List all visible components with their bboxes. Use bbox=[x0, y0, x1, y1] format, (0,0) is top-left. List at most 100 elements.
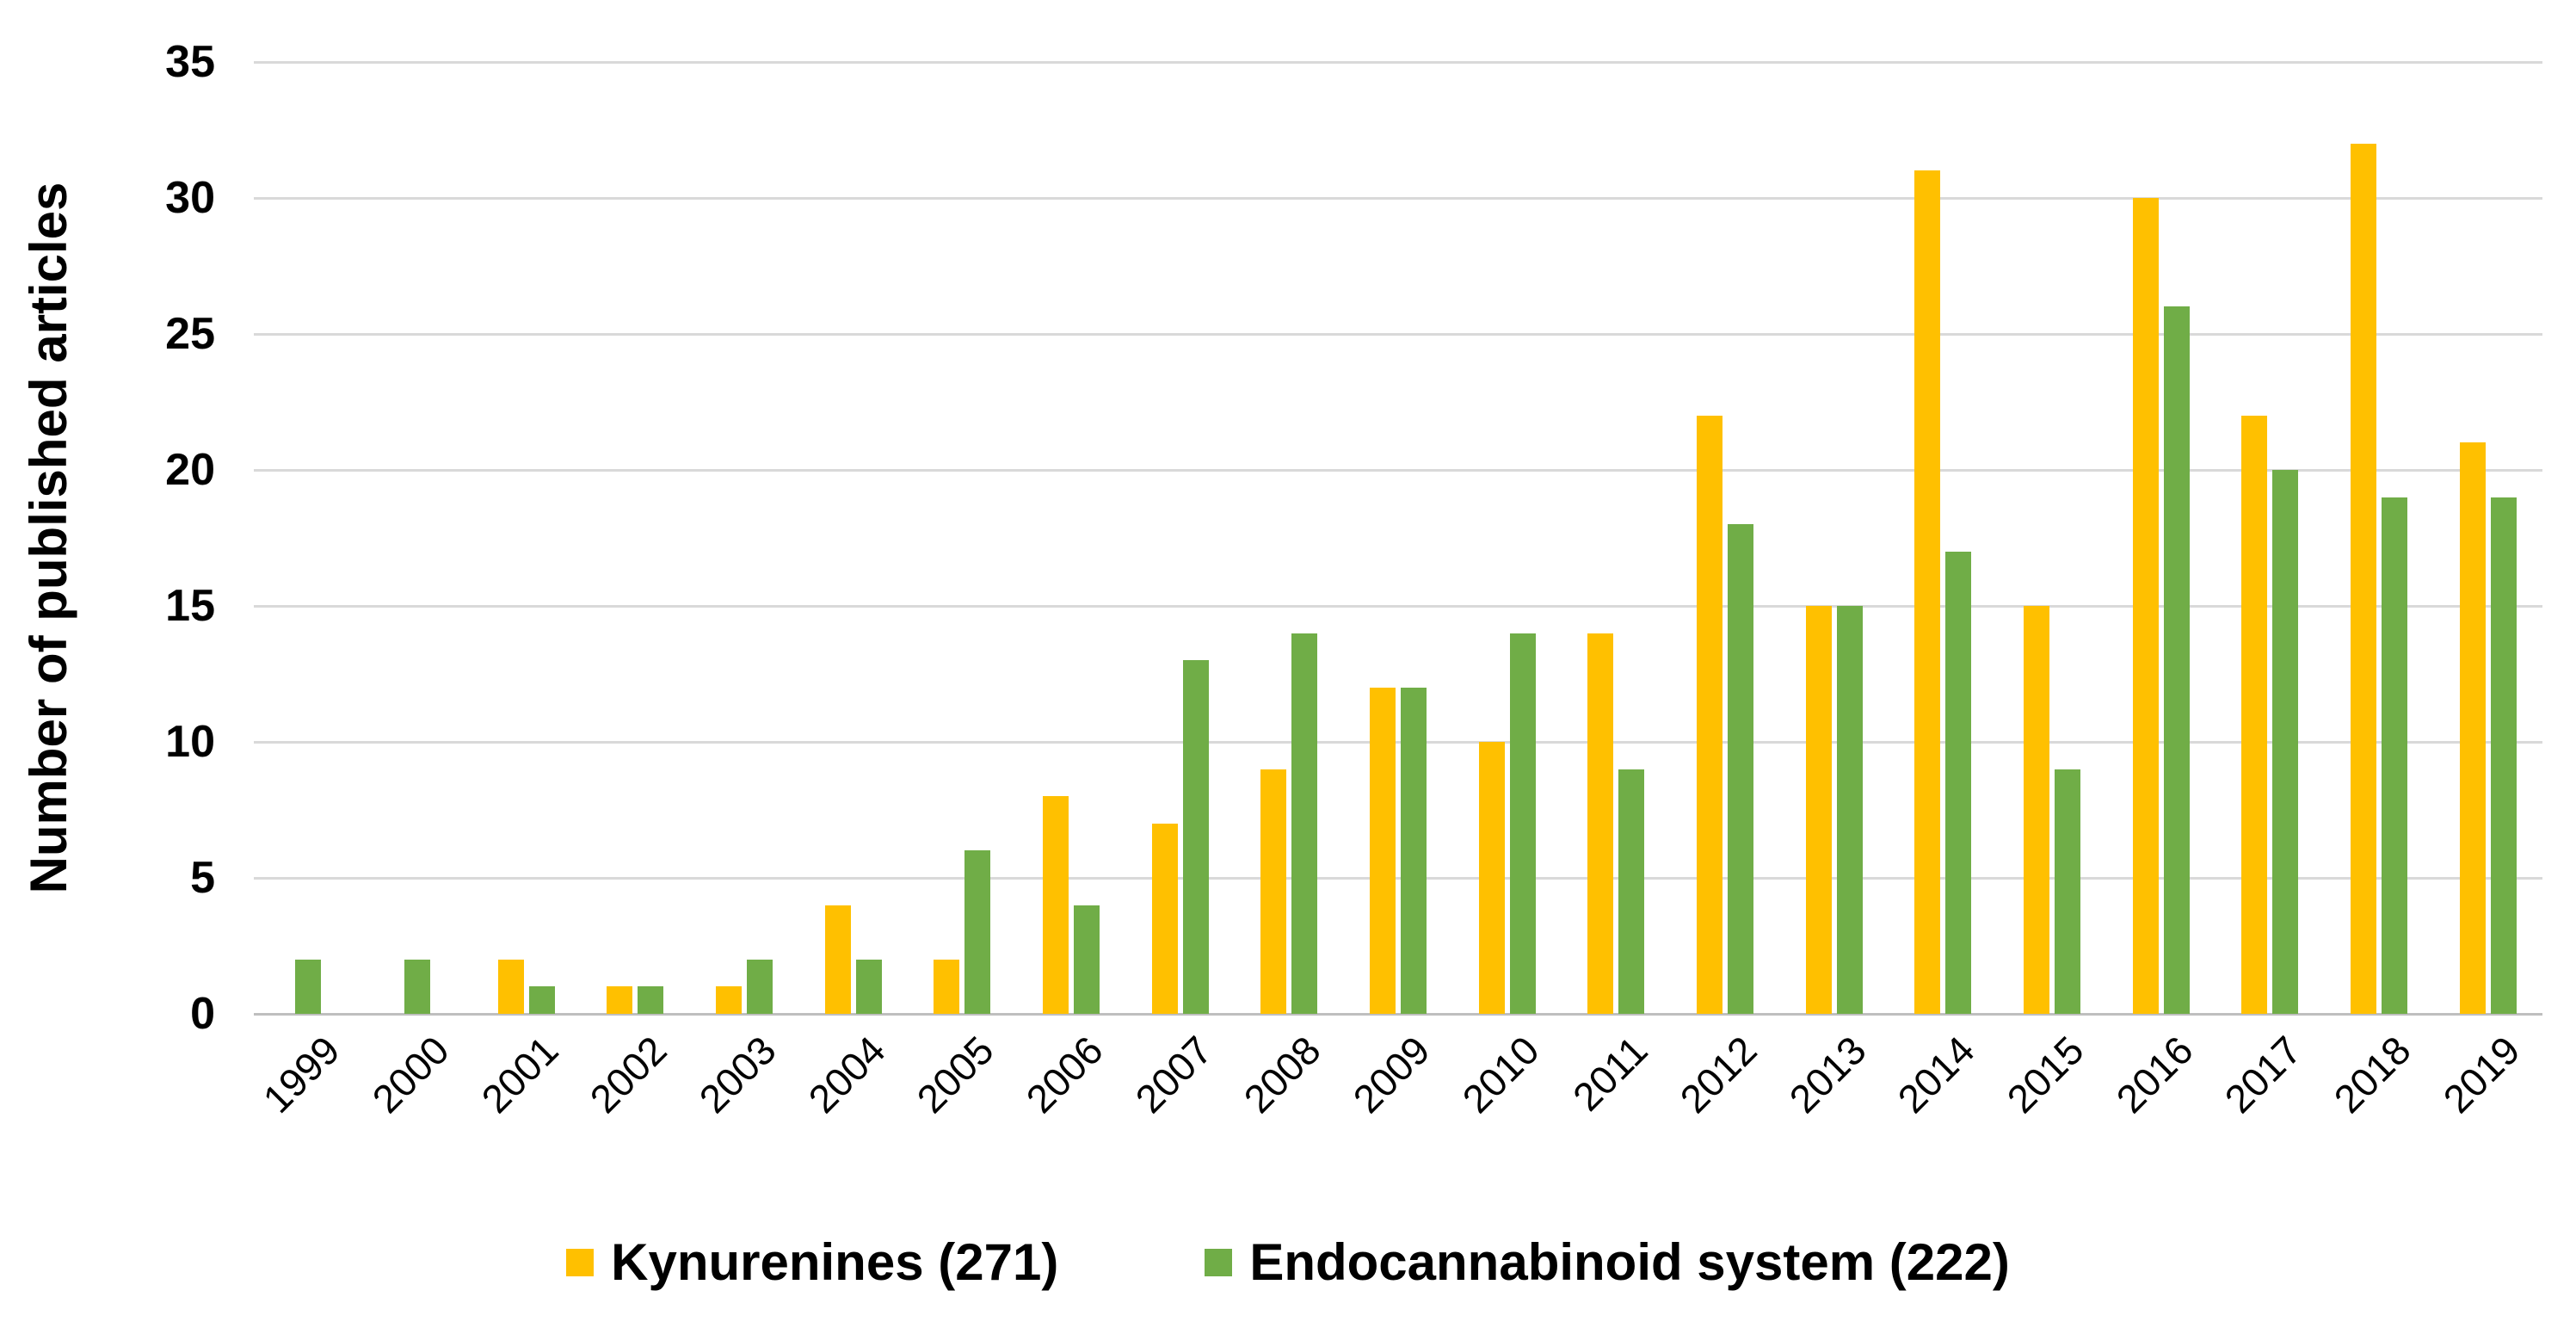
bar-kynurenines-2015 bbox=[2024, 606, 2050, 1014]
bar-endocannabinoid-system-2007 bbox=[1182, 660, 1209, 1014]
plot-area bbox=[254, 60, 2542, 1016]
bar-endocannabinoid-system-2014 bbox=[1945, 551, 1972, 1014]
bar-group-1999 bbox=[254, 62, 363, 1014]
x-tick-2016: 2016 bbox=[2107, 1027, 2202, 1122]
legend-item-kynurenines: Kynurenines (271) bbox=[566, 1232, 1058, 1292]
bar-group-2007 bbox=[1125, 62, 1235, 1014]
bar-kynurenines-2013 bbox=[1805, 606, 1832, 1014]
x-tick-2017: 2017 bbox=[2215, 1027, 2310, 1122]
bar-endocannabinoid-system-2001 bbox=[528, 986, 555, 1014]
bar-endocannabinoid-system-2003 bbox=[747, 959, 773, 1014]
bar-endocannabinoid-system-2012 bbox=[1728, 524, 1754, 1014]
bar-endocannabinoid-system-2008 bbox=[1291, 633, 1318, 1014]
bar-endocannabinoid-system-2017 bbox=[2272, 470, 2299, 1014]
bar-group-2017 bbox=[2215, 62, 2325, 1014]
x-tick-2008: 2008 bbox=[1235, 1027, 1329, 1122]
bar-kynurenines-2011 bbox=[1587, 633, 1614, 1014]
x-tick-2019: 2019 bbox=[2434, 1027, 2529, 1122]
bar-kynurenines-2012 bbox=[1697, 415, 1723, 1014]
bar-group-2005 bbox=[908, 62, 1017, 1014]
bar-kynurenines-2019 bbox=[2459, 442, 2486, 1014]
bar-kynurenines-2004 bbox=[824, 905, 851, 1014]
bar-group-2011 bbox=[1562, 62, 1671, 1014]
bar-group-2019 bbox=[2433, 62, 2542, 1014]
bar-endocannabinoid-system-2005 bbox=[964, 850, 991, 1014]
x-tick-2012: 2012 bbox=[1671, 1027, 1766, 1122]
bar-endocannabinoid-system-2004 bbox=[855, 959, 882, 1014]
bar-group-2008 bbox=[1235, 62, 1344, 1014]
x-tick-2015: 2015 bbox=[1998, 1027, 2092, 1122]
gridline-30 bbox=[254, 196, 2542, 200]
gridline-35 bbox=[254, 60, 2542, 64]
x-tick-2000: 2000 bbox=[363, 1027, 458, 1122]
bar-kynurenines-2007 bbox=[1151, 823, 1178, 1014]
bar-endocannabinoid-system-1999 bbox=[295, 959, 322, 1014]
legend-item-endocannabinoid-system: Endocannabinoid system (222) bbox=[1205, 1232, 2010, 1292]
gridline-5 bbox=[254, 876, 2542, 880]
bar-group-2014 bbox=[1889, 62, 1998, 1014]
bar-group-2018 bbox=[2325, 62, 2434, 1014]
bar-group-2009 bbox=[1344, 62, 1453, 1014]
gridline-15 bbox=[254, 604, 2542, 608]
x-tick-2014: 2014 bbox=[1889, 1027, 1983, 1122]
bar-group-2012 bbox=[1671, 62, 1780, 1014]
y-tick-15: 15 bbox=[165, 581, 215, 631]
legend-label-endocannabinoid-system: Endocannabinoid system (222) bbox=[1249, 1233, 2010, 1291]
x-tick-2004: 2004 bbox=[799, 1027, 894, 1122]
bar-kynurenines-2006 bbox=[1043, 796, 1069, 1014]
x-tick-2018: 2018 bbox=[2325, 1027, 2419, 1122]
bar-kynurenines-2010 bbox=[1478, 742, 1505, 1014]
bar-groups bbox=[254, 62, 2542, 1014]
x-axis-tick-labels: 1999 2000 2001 2002 2003 2004 2005 2006 2007 2008… bbox=[254, 1027, 2542, 1201]
bar-kynurenines-2016 bbox=[2132, 198, 2159, 1014]
bar-group-2006 bbox=[1017, 62, 1126, 1014]
y-tick-5: 5 bbox=[190, 853, 215, 903]
bar-kynurenines-2005 bbox=[934, 959, 960, 1014]
bar-group-2016 bbox=[2106, 62, 2215, 1014]
bar-group-2003 bbox=[690, 62, 799, 1014]
bar-group-2001 bbox=[471, 62, 581, 1014]
gridline-10 bbox=[254, 740, 2542, 744]
bar-kynurenines-2002 bbox=[607, 986, 633, 1014]
y-tick-20: 20 bbox=[165, 445, 215, 495]
x-tick-2003: 2003 bbox=[690, 1027, 785, 1122]
x-tick-2001: 2001 bbox=[472, 1027, 567, 1122]
bar-endocannabinoid-system-2016 bbox=[2163, 306, 2190, 1014]
bar-endocannabinoid-system-2009 bbox=[1401, 687, 1427, 1014]
x-tick-2007: 2007 bbox=[1126, 1027, 1221, 1122]
bar-group-2013 bbox=[1779, 62, 1889, 1014]
bar-endocannabinoid-system-2011 bbox=[1618, 769, 1645, 1014]
bar-kynurenines-2008 bbox=[1260, 769, 1287, 1014]
bar-endocannabinoid-system-2002 bbox=[638, 986, 664, 1014]
gridline-0 bbox=[254, 1012, 2542, 1016]
x-tick-2006: 2006 bbox=[1017, 1027, 1112, 1122]
bar-kynurenines-2009 bbox=[1370, 687, 1396, 1014]
x-tick-2013: 2013 bbox=[1780, 1027, 1875, 1122]
x-tick-1999: 1999 bbox=[254, 1027, 348, 1122]
bar-group-2002 bbox=[581, 62, 690, 1014]
bar-endocannabinoid-system-2006 bbox=[1074, 905, 1100, 1014]
x-tick-2005: 2005 bbox=[908, 1027, 1002, 1122]
y-tick-10: 10 bbox=[165, 717, 215, 767]
x-tick-2011: 2011 bbox=[1564, 1027, 1656, 1120]
bar-kynurenines-2017 bbox=[2241, 415, 2268, 1014]
bar-endocannabinoid-system-2019 bbox=[2490, 497, 2517, 1014]
legend-swatch-kynurenines bbox=[566, 1248, 595, 1276]
bar-group-2000 bbox=[363, 62, 472, 1014]
bar-kynurenines-2018 bbox=[2351, 143, 2377, 1014]
y-tick-35: 35 bbox=[165, 37, 215, 87]
y-tick-30: 30 bbox=[165, 173, 215, 223]
x-tick-2002: 2002 bbox=[581, 1027, 675, 1122]
bar-group-2010 bbox=[1452, 62, 1562, 1014]
bar-kynurenines-2003 bbox=[716, 986, 743, 1014]
bar-kynurenines-2001 bbox=[497, 959, 524, 1014]
legend: Kynurenines (271) Endocannabinoid system … bbox=[0, 1232, 2576, 1292]
x-tick-2010: 2010 bbox=[1453, 1027, 1548, 1122]
bar-endocannabinoid-system-2015 bbox=[2055, 769, 2081, 1014]
bar-endocannabinoid-system-2010 bbox=[1509, 633, 1536, 1014]
bar-endocannabinoid-system-2018 bbox=[2382, 497, 2408, 1014]
bar-endocannabinoid-system-2000 bbox=[404, 959, 430, 1014]
y-tick-0: 0 bbox=[190, 989, 215, 1039]
gridline-25 bbox=[254, 332, 2542, 336]
